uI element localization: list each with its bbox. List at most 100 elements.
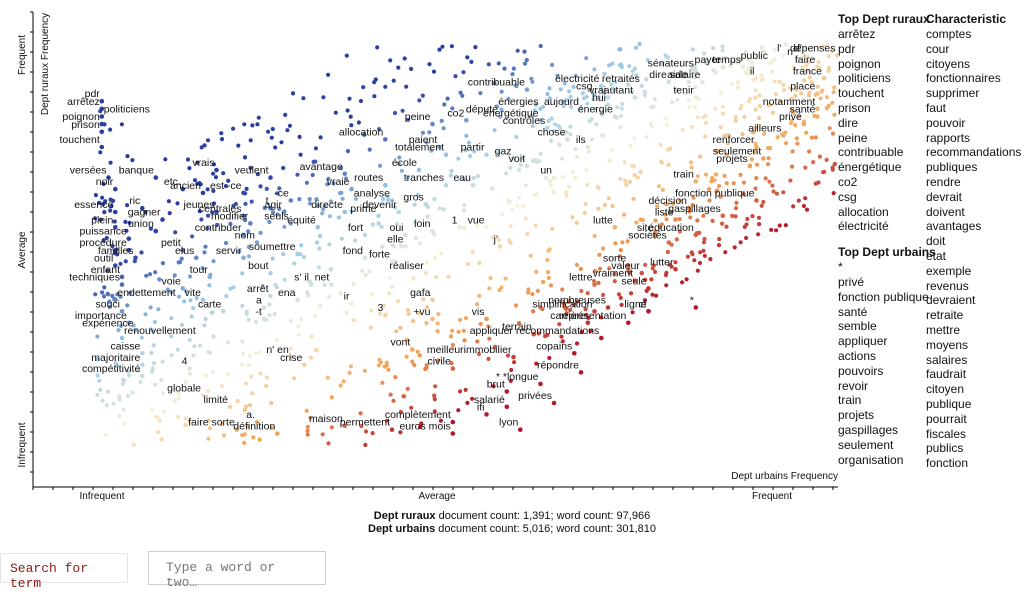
term-label[interactable]: salarié	[474, 394, 505, 406]
term-point[interactable]	[551, 175, 557, 180]
term-label[interactable]: représentation	[559, 310, 626, 322]
term-point[interactable]	[275, 431, 280, 436]
term-label[interactable]: partir	[461, 142, 485, 154]
term-point[interactable]	[592, 282, 597, 287]
term-point[interactable]	[119, 309, 125, 314]
term-point[interactable]	[693, 232, 699, 238]
term-label[interactable]: agir	[264, 199, 282, 211]
term-point[interactable]	[268, 293, 273, 299]
term-label[interactable]: terrain	[502, 321, 532, 333]
term-label[interactable]: avantage	[300, 161, 343, 173]
term-point[interactable]	[686, 79, 692, 85]
term-label[interactable]: t	[266, 195, 269, 207]
term-point[interactable]	[693, 305, 699, 310]
term-point[interactable]	[450, 419, 456, 425]
term-point[interactable]	[538, 106, 543, 112]
term-point[interactable]	[288, 221, 294, 226]
term-point[interactable]	[140, 373, 145, 379]
term-label[interactable]: équité	[287, 214, 316, 226]
rural-term[interactable]: énergétique	[838, 160, 902, 175]
term-label[interactable]: énergétique	[483, 107, 539, 119]
term-point[interactable]	[754, 144, 759, 150]
term-label[interactable]: outil	[94, 253, 113, 265]
term-label[interactable]: a	[256, 295, 262, 307]
term-point[interactable]	[126, 320, 132, 326]
term-label[interactable]: contribuable	[468, 77, 525, 89]
term-label[interactable]: autant	[604, 84, 633, 96]
rural-term[interactable]: allocation	[838, 204, 889, 219]
term-label[interactable]: prison	[71, 119, 100, 131]
term-point[interactable]	[666, 240, 672, 245]
term-point[interactable]	[288, 354, 294, 360]
term-point[interactable]	[113, 263, 118, 268]
term-label[interactable]: enfant	[91, 264, 120, 276]
term-point[interactable]	[126, 236, 132, 241]
term-point[interactable]	[578, 106, 584, 112]
term-label[interactable]: *	[690, 295, 694, 307]
term-point[interactable]	[268, 205, 273, 211]
term-label[interactable]: payer	[695, 54, 722, 66]
term-label[interactable]: place	[790, 81, 815, 93]
term-point[interactable]	[113, 209, 118, 215]
term-point[interactable]	[497, 244, 503, 249]
term-point[interactable]	[767, 60, 773, 66]
term-point[interactable]	[180, 247, 186, 253]
term-label[interactable]: faire	[795, 54, 816, 66]
term-label[interactable]: tranches	[404, 172, 444, 184]
term-point[interactable]	[113, 225, 118, 230]
term-label[interactable]: jeunes	[183, 199, 215, 211]
term-point[interactable]	[106, 175, 111, 180]
term-point[interactable]	[389, 198, 395, 203]
term-point[interactable]	[99, 114, 105, 119]
term-label[interactable]: gaspillages	[668, 203, 721, 215]
term-point[interactable]	[214, 209, 219, 215]
term-point[interactable]	[794, 56, 800, 62]
term-label[interactable]: loin	[414, 218, 431, 230]
term-point[interactable]	[423, 202, 429, 207]
term-label[interactable]: veulent	[235, 165, 269, 177]
term-point[interactable]	[632, 95, 638, 100]
term-point[interactable]	[383, 137, 388, 142]
term-label[interactable]: prime	[350, 203, 376, 215]
term-label[interactable]: gaz	[495, 146, 512, 158]
term-label[interactable]: endettement	[117, 287, 175, 299]
characteristic-term[interactable]: rendre	[926, 174, 961, 189]
term-label[interactable]: -ce	[274, 188, 289, 200]
term-point[interactable]	[99, 106, 105, 112]
rural-term[interactable]: électricité	[838, 219, 889, 234]
term-label[interactable]: procédure	[80, 237, 127, 249]
term-point[interactable]	[599, 83, 604, 89]
term-point[interactable]	[639, 83, 645, 89]
term-label[interactable]: énergies	[498, 96, 538, 108]
term-label[interactable]: routes	[354, 172, 383, 184]
term-point[interactable]	[524, 87, 530, 92]
term-point[interactable]	[99, 129, 105, 135]
term-point[interactable]	[383, 312, 388, 318]
term-point[interactable]	[315, 225, 321, 230]
term-point[interactable]	[450, 366, 456, 371]
term-label[interactable]: gagner	[128, 207, 161, 219]
term-point[interactable]	[551, 400, 557, 406]
rural-term[interactable]: dire	[838, 115, 859, 130]
term-point[interactable]	[585, 320, 591, 326]
term-point[interactable]	[821, 76, 827, 81]
term-label[interactable]: devenir	[362, 199, 397, 211]
characteristic-term[interactable]: etat	[926, 248, 947, 263]
term-label[interactable]: l'	[777, 42, 781, 54]
term-point[interactable]	[200, 393, 206, 398]
search-button[interactable]: Search for term	[0, 553, 128, 591]
term-label[interactable]: aide	[667, 69, 687, 81]
term-label[interactable]: puissance	[80, 226, 127, 238]
term-point[interactable]	[443, 182, 449, 188]
term-point[interactable]	[261, 305, 267, 310]
urban-term[interactable]: santé	[838, 304, 868, 319]
term-point[interactable]	[376, 213, 381, 219]
term-point[interactable]	[511, 354, 516, 360]
characteristic-term[interactable]: devrait	[926, 189, 963, 204]
term-label[interactable]: site	[637, 222, 654, 234]
term-point[interactable]	[815, 64, 820, 70]
term-label[interactable]: sénateurs	[648, 58, 694, 70]
term-point[interactable]	[504, 389, 510, 394]
rural-term[interactable]: pdr	[838, 41, 856, 56]
term-label[interactable]: répondre	[537, 359, 579, 371]
